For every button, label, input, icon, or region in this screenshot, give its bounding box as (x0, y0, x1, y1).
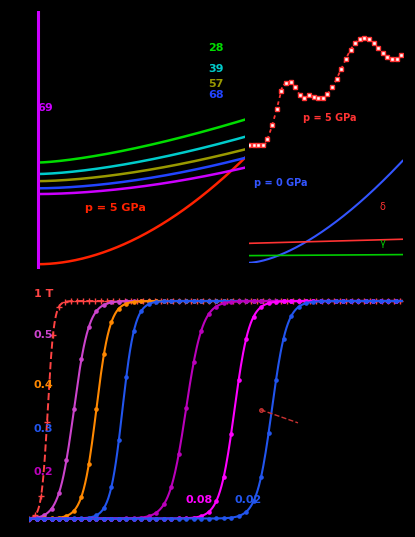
Text: 57: 57 (208, 78, 223, 89)
Text: p = 5 GPa: p = 5 GPa (85, 203, 145, 213)
Text: δ: δ (379, 202, 386, 212)
Text: 0.2: 0.2 (34, 467, 53, 477)
Text: 0.08: 0.08 (186, 495, 213, 505)
Text: γ: γ (379, 238, 386, 248)
Text: 68: 68 (208, 90, 224, 100)
Text: p = 5 GPa: p = 5 GPa (303, 113, 356, 124)
Text: 39: 39 (208, 64, 223, 74)
Text: 0.4: 0.4 (34, 380, 53, 390)
Text: 69: 69 (37, 103, 53, 113)
Text: 0.3: 0.3 (34, 424, 53, 433)
Text: p = 0 GPa: p = 0 GPa (254, 178, 307, 188)
Text: 0.5: 0.5 (34, 330, 53, 340)
Text: 1 T: 1 T (34, 289, 53, 299)
Text: 0.02: 0.02 (234, 495, 262, 505)
Text: 28: 28 (208, 43, 223, 53)
